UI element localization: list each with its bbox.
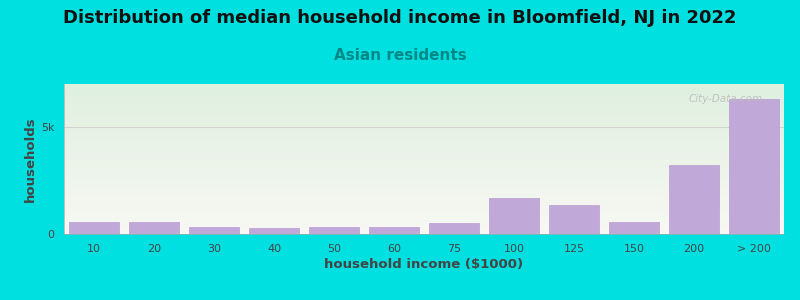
Bar bbox=[310, 226, 358, 234]
Bar bbox=[130, 222, 178, 234]
Bar bbox=[610, 222, 658, 234]
Bar bbox=[670, 165, 718, 234]
Bar bbox=[250, 228, 298, 234]
Bar bbox=[70, 222, 118, 234]
Bar bbox=[430, 223, 478, 234]
Y-axis label: households: households bbox=[24, 116, 37, 202]
Bar bbox=[370, 227, 418, 234]
Text: City-Data.com: City-Data.com bbox=[688, 94, 762, 104]
Bar bbox=[730, 99, 778, 234]
Bar bbox=[490, 198, 538, 234]
Text: Distribution of median household income in Bloomfield, NJ in 2022: Distribution of median household income … bbox=[63, 9, 737, 27]
X-axis label: household income ($1000): household income ($1000) bbox=[325, 258, 523, 271]
Bar bbox=[190, 227, 238, 234]
Text: Asian residents: Asian residents bbox=[334, 48, 466, 63]
Bar bbox=[550, 205, 598, 234]
